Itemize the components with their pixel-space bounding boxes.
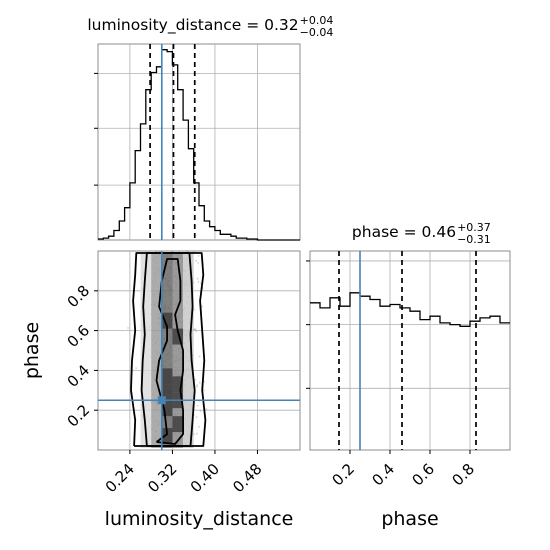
hist-ld-step-line bbox=[98, 49, 300, 241]
scatter-point bbox=[197, 255, 200, 257]
density-ytick-label: 0.6 bbox=[64, 321, 94, 351]
scatter-point bbox=[196, 277, 199, 280]
panel-hist-phase: phase = 0.46 +0.37 −0.31 bbox=[306, 221, 511, 451]
hist-luminosity-distance-title-minus: −0.04 bbox=[300, 26, 334, 39]
scatter-point bbox=[195, 416, 198, 418]
hist-phase-xtick-label: 0.2 bbox=[329, 460, 359, 490]
scatter-point bbox=[135, 367, 138, 370]
scatter-point bbox=[203, 389, 206, 392]
density-cell bbox=[161, 368, 173, 385]
scatter-point bbox=[198, 381, 201, 384]
hist-phase-xtick-label: 0.6 bbox=[409, 460, 439, 490]
density-cell bbox=[161, 384, 173, 401]
density-column bbox=[140, 253, 152, 448]
density-ytick-label: 0.8 bbox=[64, 282, 94, 312]
density-ytick-label: 0.4 bbox=[64, 361, 94, 391]
density-column bbox=[172, 253, 184, 448]
scatter-point bbox=[172, 250, 174, 253]
x-axis-label-luminosity-distance: luminosity_distance bbox=[105, 508, 294, 530]
density-cell bbox=[172, 328, 184, 345]
scatter-point bbox=[197, 281, 200, 283]
scatter-point bbox=[194, 328, 197, 331]
scatter-point bbox=[155, 250, 157, 253]
density-xtick-label: 0.24 bbox=[102, 460, 138, 496]
hist-luminosity-distance-title: luminosity_distance = 0.32 bbox=[87, 16, 298, 35]
hist-luminosity-distance-title-plus: +0.04 bbox=[300, 14, 334, 27]
scatter-point bbox=[185, 250, 188, 252]
scatter-point bbox=[196, 432, 198, 435]
y-axis-label-phase: phase bbox=[21, 322, 43, 379]
scatter-point bbox=[187, 250, 189, 253]
scatter-point bbox=[193, 308, 196, 311]
scatter-point bbox=[127, 327, 129, 329]
x-axis-label-phase: phase bbox=[381, 508, 438, 530]
hist-phase-marks bbox=[310, 251, 510, 450]
density-cell bbox=[161, 312, 173, 329]
hist-luminosity-distance-frame bbox=[97, 43, 301, 241]
density-cell bbox=[161, 428, 173, 445]
hist-phase-title-plus: +0.37 bbox=[457, 221, 491, 234]
hist-phase-title: phase = 0.46 bbox=[352, 223, 456, 241]
scatter-point bbox=[195, 330, 198, 333]
scatter-point bbox=[196, 385, 199, 388]
density-column bbox=[151, 253, 162, 448]
truth-marker bbox=[157, 396, 166, 405]
density-ytick-label: 0.2 bbox=[64, 401, 94, 431]
scatter-point bbox=[195, 259, 197, 262]
scatter-point bbox=[197, 262, 200, 264]
scatter-point bbox=[196, 404, 199, 407]
density-cell bbox=[172, 376, 184, 393]
hist-phase-frame bbox=[309, 250, 511, 451]
hist-phase-grid bbox=[306, 251, 510, 450]
hist-phase-xtick-label: 0.8 bbox=[449, 460, 479, 490]
hist-ph-step-line bbox=[310, 292, 510, 327]
scatter-point bbox=[198, 425, 200, 428]
scatter-point bbox=[193, 328, 196, 331]
density-cell bbox=[172, 416, 184, 433]
scatter-point bbox=[205, 408, 208, 410]
scatter-point bbox=[199, 410, 202, 412]
hist-luminosity-distance-marks bbox=[98, 44, 300, 241]
density-column bbox=[161, 253, 173, 448]
density-xtick-label: 0.48 bbox=[229, 460, 265, 496]
scatter-point bbox=[198, 355, 201, 358]
density-frame bbox=[97, 250, 301, 451]
density-xtick-label: 0.40 bbox=[187, 460, 223, 496]
density-marks bbox=[98, 250, 300, 450]
panel-hist-luminosity-distance: luminosity_distance = 0.32 +0.04 −0.04 bbox=[87, 14, 334, 241]
hist-phase-xtick-label: 0.4 bbox=[369, 460, 399, 490]
hist-phase-title-minus: −0.31 bbox=[457, 233, 491, 246]
panel-2d-density bbox=[97, 250, 301, 451]
density-column bbox=[183, 253, 194, 448]
scatter-point bbox=[196, 384, 198, 386]
density-xtick-label: 0.32 bbox=[144, 460, 180, 496]
scatter-point bbox=[201, 305, 203, 308]
density-cell bbox=[161, 400, 173, 417]
